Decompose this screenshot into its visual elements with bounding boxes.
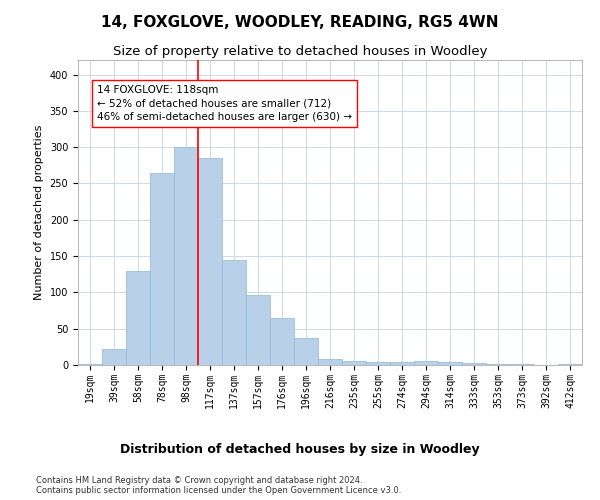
Bar xyxy=(510,364,534,365)
Bar xyxy=(294,338,318,365)
Bar xyxy=(390,362,414,365)
Bar xyxy=(102,349,126,365)
Bar xyxy=(558,364,582,365)
Bar xyxy=(342,360,366,365)
Text: 14, FOXGLOVE, WOODLEY, READING, RG5 4WN: 14, FOXGLOVE, WOODLEY, READING, RG5 4WN xyxy=(101,15,499,30)
Bar xyxy=(414,362,438,365)
Text: Size of property relative to detached houses in Woodley: Size of property relative to detached ho… xyxy=(113,45,487,58)
Bar xyxy=(222,260,246,365)
Bar xyxy=(462,363,486,365)
Bar xyxy=(486,364,510,365)
Bar xyxy=(246,294,270,365)
Text: 14 FOXGLOVE: 118sqm
← 52% of detached houses are smaller (712)
46% of semi-detac: 14 FOXGLOVE: 118sqm ← 52% of detached ho… xyxy=(97,86,352,122)
Bar xyxy=(198,158,222,365)
Bar xyxy=(438,362,462,365)
Bar xyxy=(174,147,198,365)
Text: Contains HM Land Registry data © Crown copyright and database right 2024.
Contai: Contains HM Land Registry data © Crown c… xyxy=(36,476,401,495)
Bar xyxy=(270,318,294,365)
Bar xyxy=(150,172,174,365)
Text: Distribution of detached houses by size in Woodley: Distribution of detached houses by size … xyxy=(120,442,480,456)
Bar xyxy=(318,359,342,365)
Bar xyxy=(126,270,150,365)
Y-axis label: Number of detached properties: Number of detached properties xyxy=(34,125,44,300)
Bar xyxy=(78,364,102,365)
Bar xyxy=(366,362,390,365)
